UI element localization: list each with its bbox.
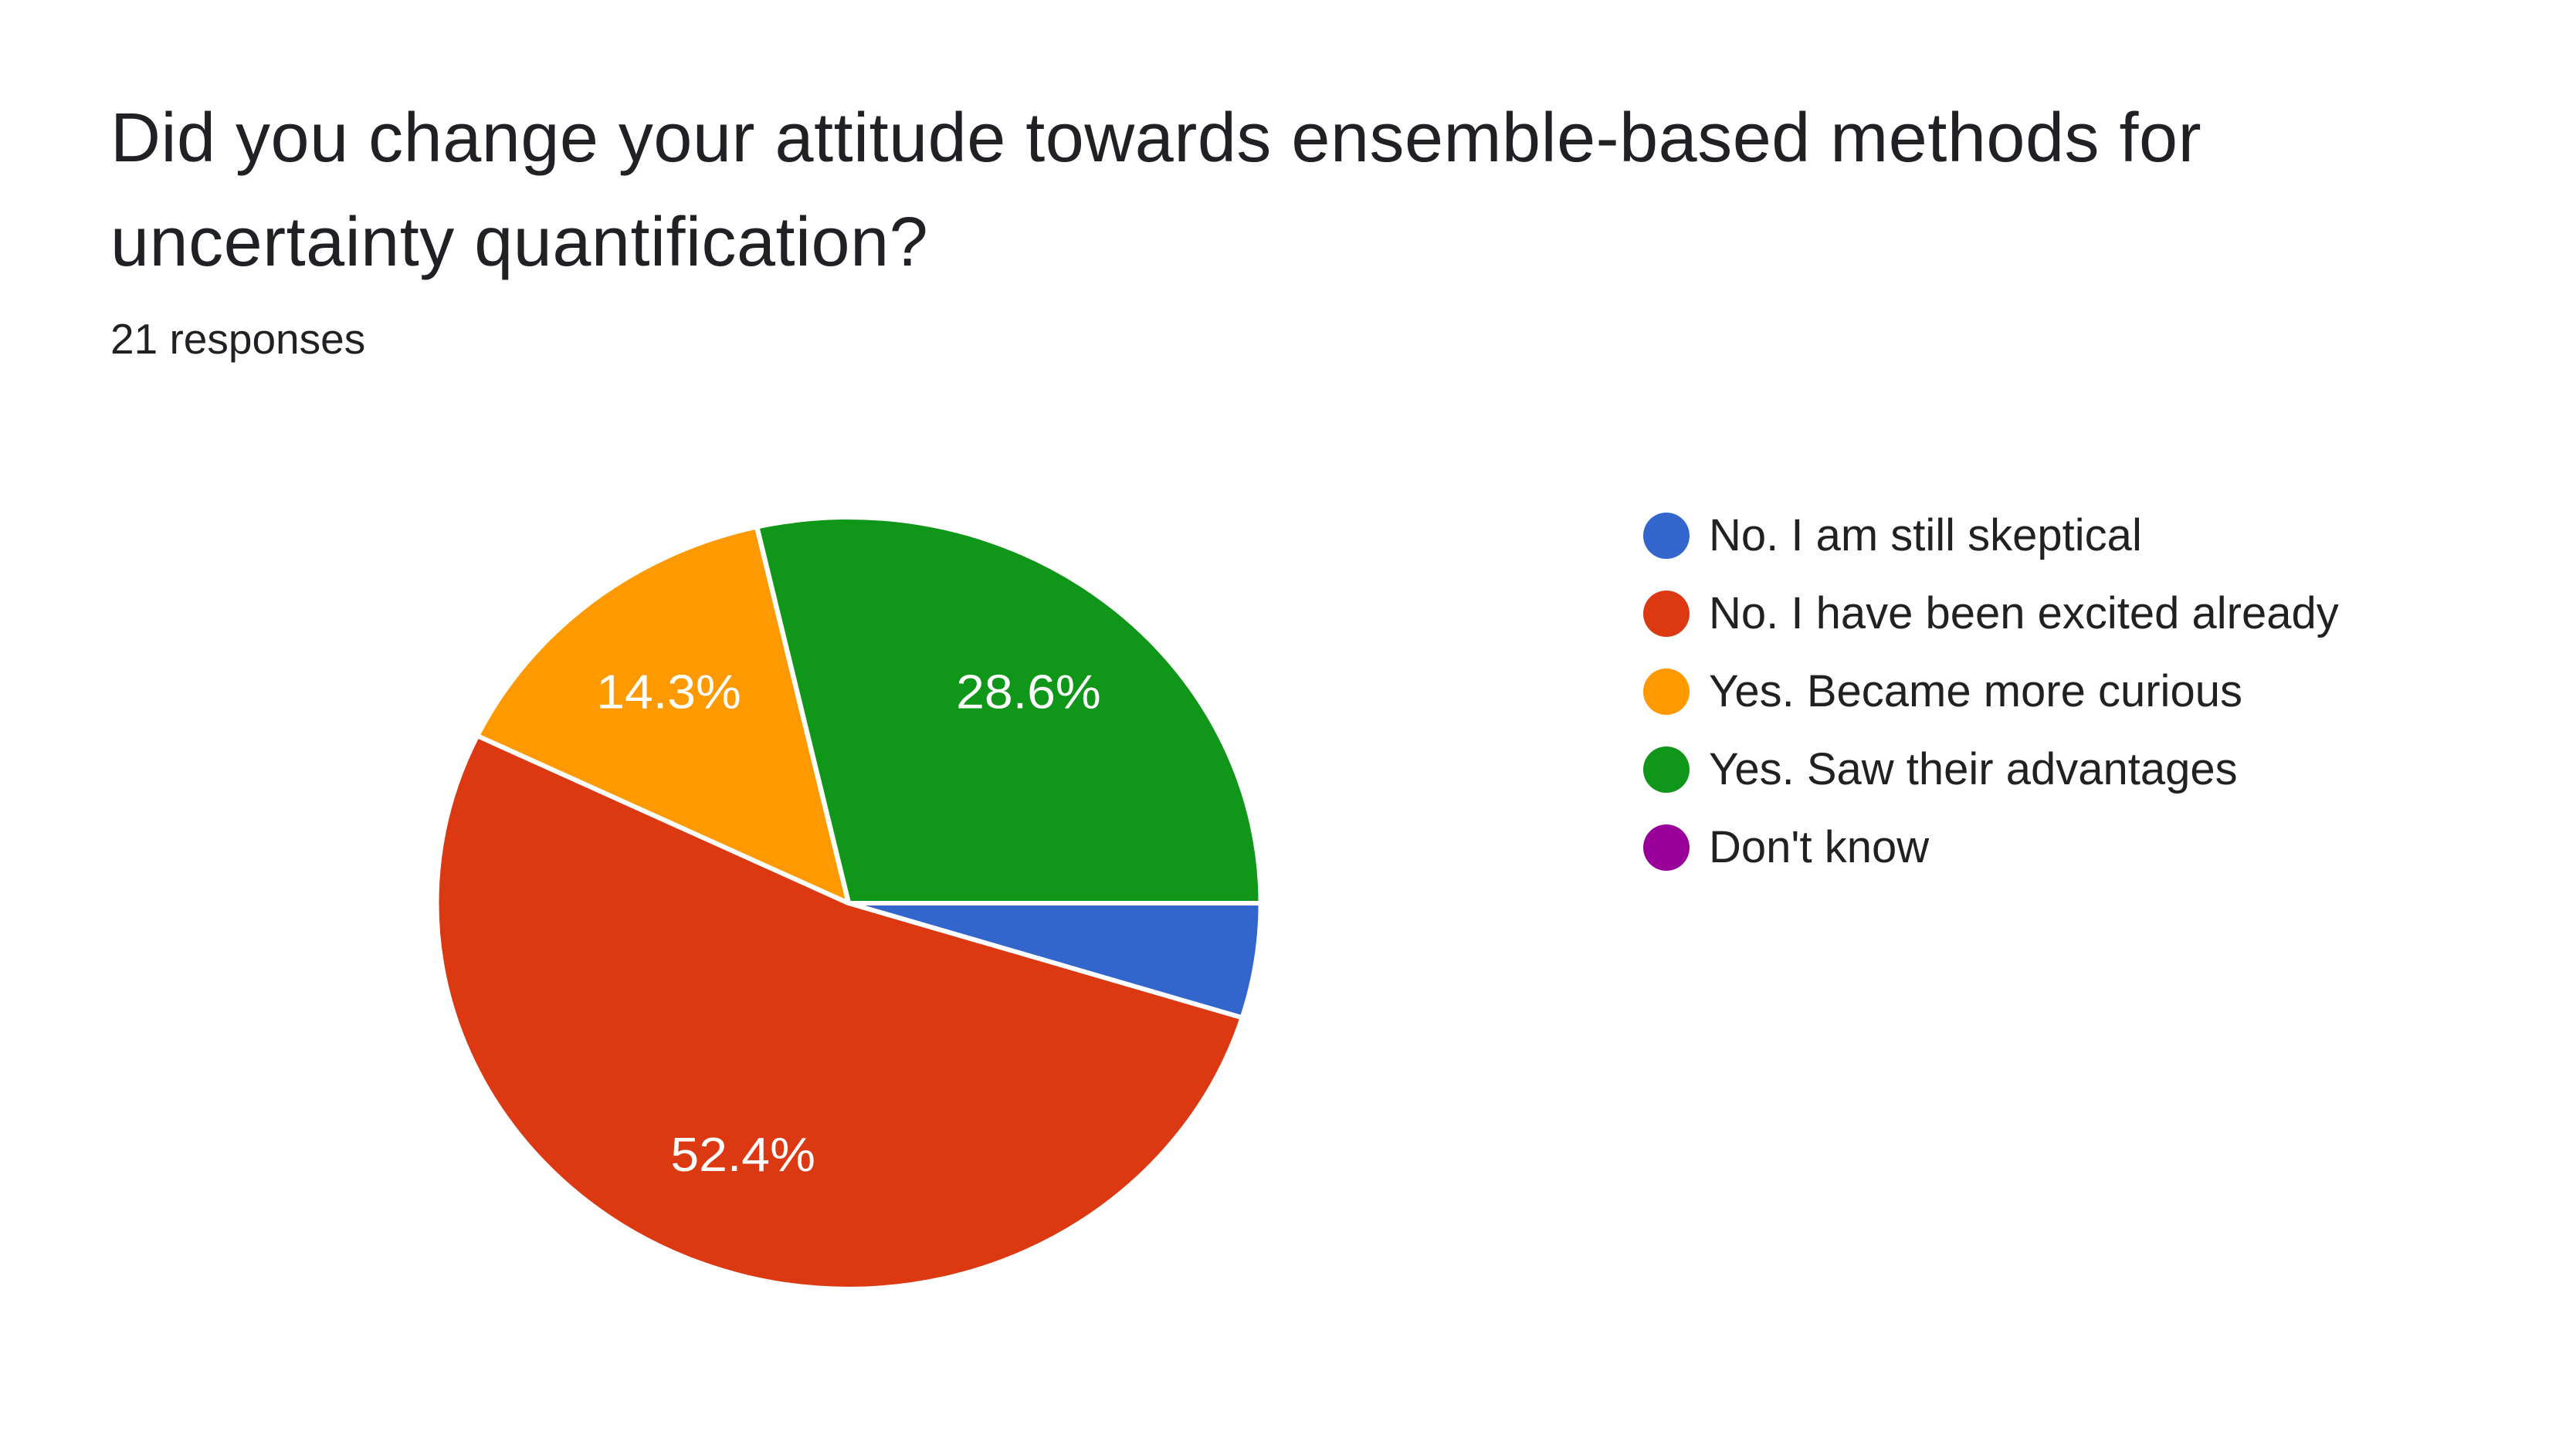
legend-swatch xyxy=(1643,512,1690,559)
question-title-line1: Did you change your attitude towards ens… xyxy=(110,100,2202,177)
pie-slices: 52.4% 14.3% 28.6% xyxy=(434,515,1263,1291)
legend-label: Don't know xyxy=(1709,821,1930,872)
legend-label: Yes. Saw their advantages xyxy=(1709,743,2238,794)
pie-slice[interactable] xyxy=(754,515,1263,905)
legend: No. I am still skeptical No. I have been … xyxy=(1643,496,2339,886)
legend-item: No. I am still skeptical xyxy=(1643,496,2339,574)
legend-item: Yes. Became more curious xyxy=(1643,652,2339,730)
legend-label: No. I am still skeptical xyxy=(1709,509,2142,560)
legend-label: Yes. Became more curious xyxy=(1709,665,2242,716)
legend-label: No. I have been excited already xyxy=(1709,587,2339,638)
question-title: Did you change your attitude towards ens… xyxy=(110,86,2489,295)
responses-count: 21 responses xyxy=(110,315,366,363)
pie-slice-label: 14.3% xyxy=(596,665,741,719)
legend-item: Don't know xyxy=(1643,808,2339,886)
legend-swatch xyxy=(1643,590,1690,637)
pie-slice[interactable] xyxy=(474,524,852,905)
legend-item: No. I have been excited already xyxy=(1643,574,2339,652)
pie-slice-label: 52.4% xyxy=(670,1128,815,1182)
legend-swatch xyxy=(1643,668,1690,715)
legend-swatch xyxy=(1643,824,1690,871)
legend-item: Yes. Saw their advantages xyxy=(1643,730,2339,808)
legend-swatch xyxy=(1643,746,1690,793)
pie-slice[interactable] xyxy=(434,733,1245,1291)
pie-chart: 52.4% 14.3% 28.6% xyxy=(434,515,1263,1291)
pie-slice-label: 28.6% xyxy=(956,665,1101,719)
question-title-line2: uncertainty quantification? xyxy=(110,204,929,281)
